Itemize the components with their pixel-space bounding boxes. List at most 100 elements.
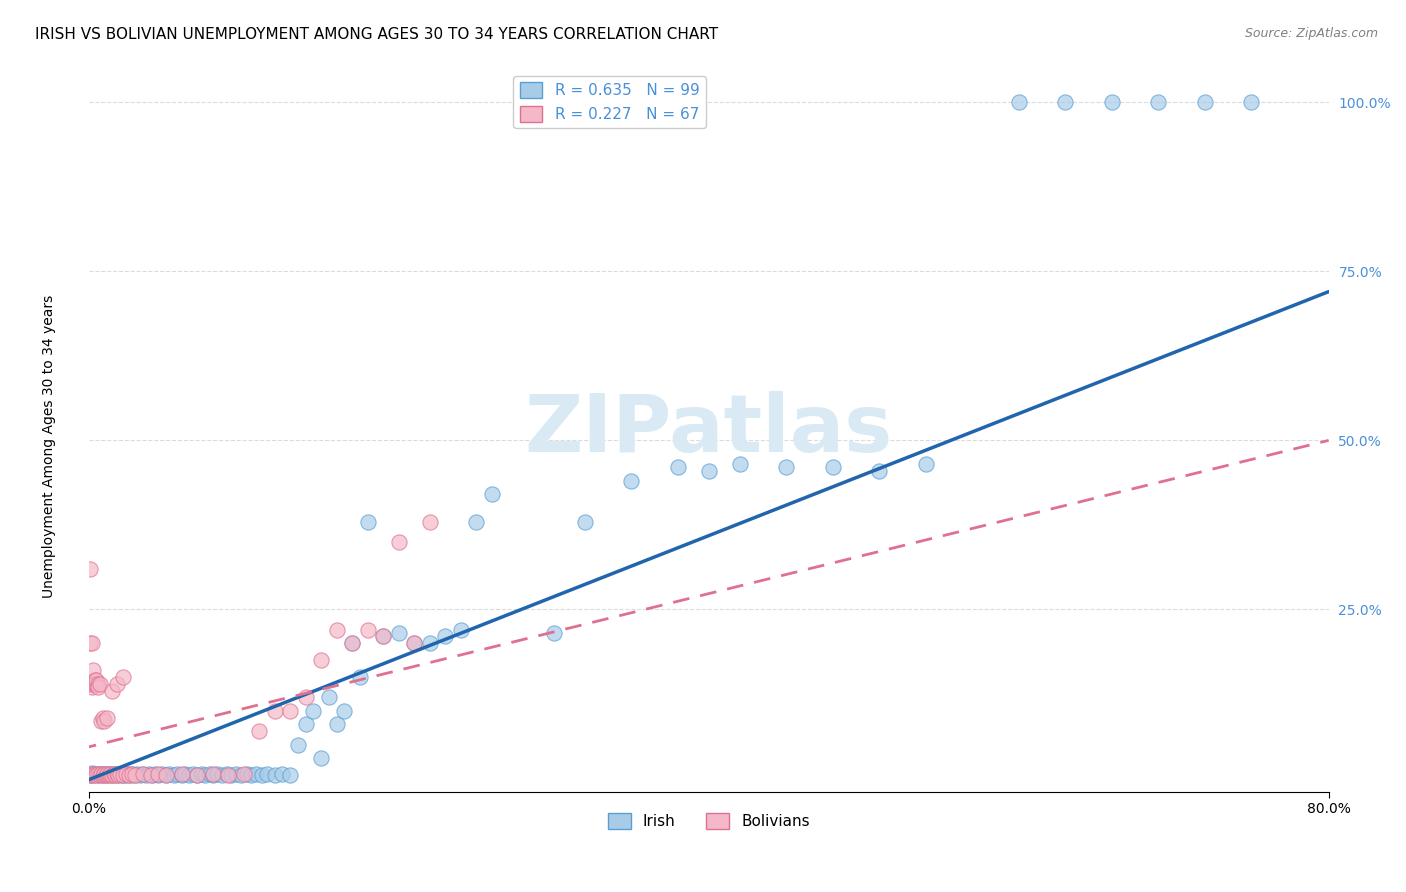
Point — [287, 738, 309, 752]
Point — [82, 663, 104, 677]
Point — [79, 677, 101, 691]
Point — [80, 680, 103, 694]
Point — [79, 768, 101, 782]
Point — [96, 767, 118, 781]
Point — [155, 768, 177, 782]
Point — [697, 464, 720, 478]
Point — [84, 673, 107, 688]
Point — [111, 768, 134, 782]
Point — [868, 464, 890, 478]
Text: ZIPatlas: ZIPatlas — [524, 392, 893, 469]
Point — [97, 767, 120, 781]
Point — [111, 670, 134, 684]
Point — [94, 768, 117, 782]
Point — [86, 766, 108, 780]
Point — [1101, 95, 1123, 110]
Point — [111, 767, 134, 781]
Point — [108, 767, 131, 781]
Point — [79, 636, 101, 650]
Point — [221, 768, 243, 782]
Point — [294, 690, 316, 705]
Point — [125, 767, 148, 781]
Point — [103, 767, 125, 781]
Point — [104, 766, 127, 780]
Point — [357, 515, 380, 529]
Point — [93, 767, 115, 781]
Point — [155, 768, 177, 782]
Point — [179, 768, 201, 782]
Point — [404, 636, 426, 650]
Point — [101, 768, 124, 782]
Point — [115, 767, 138, 781]
Point — [128, 768, 150, 782]
Point — [105, 767, 128, 781]
Point — [232, 767, 254, 781]
Point — [150, 767, 173, 781]
Point — [132, 767, 155, 781]
Point — [434, 630, 457, 644]
Point — [97, 768, 120, 782]
Point — [194, 768, 217, 782]
Point — [79, 562, 101, 576]
Point — [666, 460, 689, 475]
Point — [1054, 95, 1077, 110]
Point — [120, 768, 142, 782]
Point — [481, 487, 503, 501]
Point — [914, 457, 936, 471]
Point — [112, 768, 135, 782]
Point — [217, 768, 239, 782]
Point — [124, 768, 146, 782]
Point — [138, 767, 160, 781]
Point — [419, 636, 441, 650]
Point — [82, 768, 104, 782]
Point — [166, 767, 188, 781]
Point — [124, 768, 146, 782]
Point — [186, 768, 208, 782]
Point — [357, 623, 380, 637]
Point — [117, 768, 139, 782]
Point — [107, 767, 129, 781]
Point — [86, 768, 108, 782]
Point — [90, 767, 112, 781]
Point — [121, 767, 143, 781]
Point — [96, 710, 118, 724]
Legend: Irish, Bolivians: Irish, Bolivians — [602, 806, 815, 835]
Point — [342, 636, 364, 650]
Point — [84, 767, 107, 781]
Point — [105, 677, 128, 691]
Point — [173, 767, 195, 781]
Point — [89, 677, 111, 691]
Point — [229, 768, 252, 782]
Point — [543, 626, 565, 640]
Point — [263, 768, 285, 782]
Point — [108, 766, 131, 780]
Point — [101, 683, 124, 698]
Point — [211, 768, 233, 782]
Point — [388, 534, 411, 549]
Point — [1008, 95, 1031, 110]
Point — [82, 677, 104, 691]
Point — [388, 626, 411, 640]
Point — [170, 768, 193, 782]
Point — [404, 636, 426, 650]
Point — [215, 767, 238, 781]
Point — [87, 680, 110, 694]
Point — [419, 515, 441, 529]
Point — [263, 704, 285, 718]
Point — [80, 636, 103, 650]
Point — [325, 717, 347, 731]
Point — [148, 768, 170, 782]
Point — [271, 767, 294, 781]
Point — [465, 515, 488, 529]
Point — [181, 767, 204, 781]
Point — [86, 677, 108, 691]
Point — [574, 515, 596, 529]
Point — [236, 767, 259, 781]
Point — [110, 768, 132, 782]
Point — [101, 768, 124, 782]
Point — [145, 767, 167, 781]
Point — [256, 767, 278, 781]
Point — [93, 714, 115, 728]
Point — [121, 767, 143, 781]
Point — [87, 767, 110, 781]
